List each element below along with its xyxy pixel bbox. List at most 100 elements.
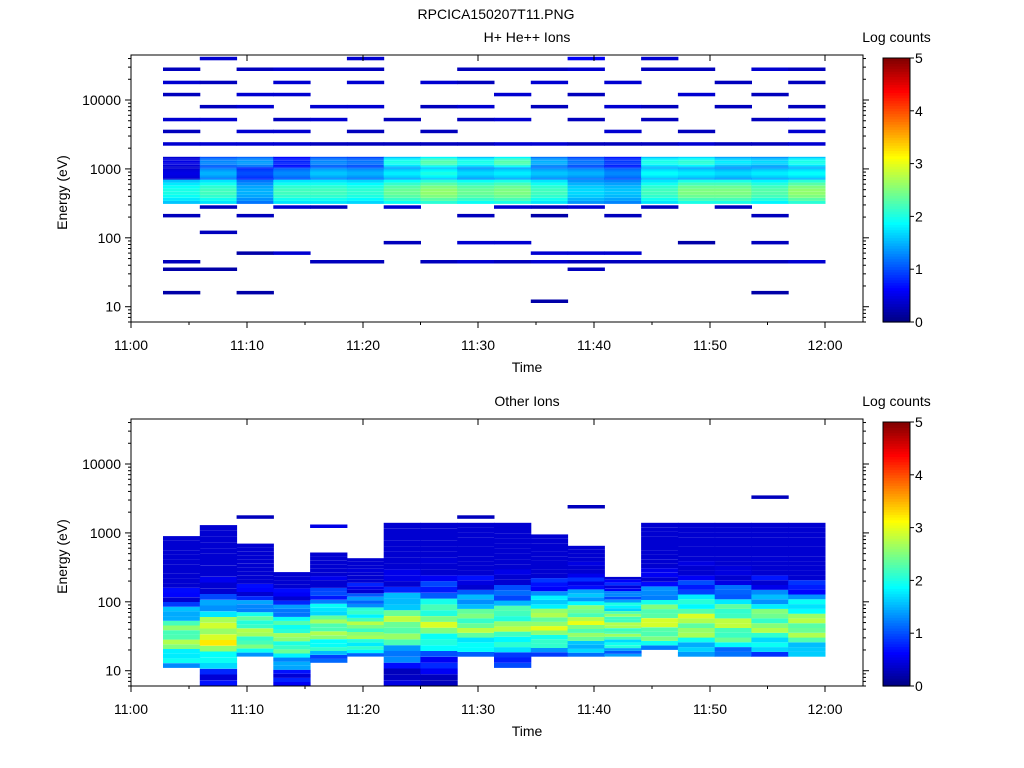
heatmap-cell xyxy=(788,162,826,164)
heatmap-cell xyxy=(199,194,238,198)
heatmap-cell xyxy=(199,680,238,686)
heatmap-cell xyxy=(677,628,716,633)
panel-title: Other Ions xyxy=(494,393,559,409)
heatmap-cell xyxy=(641,568,679,573)
heatmap-cell xyxy=(788,604,826,609)
colorbar-step xyxy=(883,134,910,138)
colorbar-step xyxy=(883,498,910,502)
heatmap-cell xyxy=(199,634,238,640)
heatmap-cell xyxy=(604,104,642,109)
colorbar-step xyxy=(883,662,910,666)
heatmap-cell xyxy=(457,170,495,172)
heatmap-cell xyxy=(530,80,569,85)
colorbar-step xyxy=(883,683,910,687)
heatmap-cell xyxy=(604,166,642,168)
colorbar-label: Log counts xyxy=(862,29,931,45)
heatmap-cell xyxy=(163,649,201,654)
heatmap-cell xyxy=(788,651,826,657)
heatmap-cell xyxy=(567,617,605,622)
colorbar: 0 1 2 3 4 5 Log counts xyxy=(862,29,931,330)
colorbar-step xyxy=(883,429,910,434)
heatmap-cell xyxy=(383,164,421,167)
heatmap-cell xyxy=(494,569,532,575)
heatmap-cell xyxy=(383,142,421,146)
heatmap-cell xyxy=(788,623,826,628)
x-tick-label: 11:30 xyxy=(461,337,495,353)
heatmap-cell xyxy=(457,159,495,161)
heatmap-cell xyxy=(530,643,569,648)
heatmap-cell xyxy=(641,205,679,209)
heatmap-cell xyxy=(310,159,348,161)
heatmap-cell xyxy=(751,185,789,189)
heatmap-cell xyxy=(494,579,532,585)
colorbar-step xyxy=(883,242,910,247)
heatmap-cell xyxy=(310,194,348,198)
heatmap-cell xyxy=(273,92,311,97)
heatmap-cell xyxy=(273,80,311,85)
heatmap-cell xyxy=(494,156,532,159)
colorbar-step xyxy=(883,477,910,481)
colorbar-step xyxy=(883,63,910,67)
heatmap-cell xyxy=(641,191,679,195)
heatmap-cell xyxy=(494,636,532,642)
heatmap-cell xyxy=(641,175,679,177)
heatmap-cell xyxy=(530,582,569,587)
colorbar-step xyxy=(883,556,910,560)
heatmap-cell xyxy=(714,173,752,175)
heatmap-cell xyxy=(457,185,495,189)
heatmap-cell xyxy=(714,537,752,542)
colorbar-step xyxy=(883,248,910,252)
heatmap-cell xyxy=(494,642,532,648)
heatmap-cell xyxy=(273,169,311,171)
heatmap-cell xyxy=(641,200,679,204)
colorbar-step xyxy=(883,530,910,534)
colorbar-step xyxy=(883,567,910,571)
colorbar-step xyxy=(883,197,910,202)
heatmap-cell xyxy=(494,159,532,161)
heatmap-cell xyxy=(420,158,458,160)
heatmap-cell xyxy=(236,179,274,183)
heatmap-cell xyxy=(751,542,789,547)
colorbar-step xyxy=(883,630,910,634)
heatmap-cell xyxy=(530,591,569,596)
heatmap-cell xyxy=(494,585,532,591)
heatmap-cell xyxy=(346,167,385,169)
heatmap-cell xyxy=(273,653,311,658)
heatmap-cell xyxy=(567,176,605,178)
colorbar-step xyxy=(883,190,910,194)
heatmap-cell xyxy=(383,627,421,634)
heatmap-cell xyxy=(494,631,532,637)
x-axis-label: Time xyxy=(512,723,543,739)
colorbar-step xyxy=(883,118,910,122)
heatmap-cell xyxy=(236,163,274,165)
heatmap-cell xyxy=(383,656,421,663)
heatmap-cell xyxy=(273,596,311,601)
heatmap-cell xyxy=(163,175,201,177)
colorbar-step xyxy=(883,635,910,640)
heatmap-cell xyxy=(714,185,752,189)
heatmap-cell xyxy=(641,613,679,619)
heatmap-cell xyxy=(273,588,311,593)
colorbar-step xyxy=(883,311,910,315)
colorbar-step xyxy=(883,437,910,442)
heatmap-cell xyxy=(383,534,421,541)
heatmap-cell xyxy=(383,563,421,570)
heatmap-cell xyxy=(457,142,495,146)
heatmap-cell xyxy=(310,197,348,201)
heatmap-cell xyxy=(346,159,385,161)
heatmap-cell xyxy=(199,622,238,629)
heatmap-cell xyxy=(530,547,569,552)
heatmap-cell xyxy=(310,169,348,171)
heatmap-cell xyxy=(677,613,716,619)
colorbar-step xyxy=(883,208,910,212)
colorbar-step xyxy=(883,211,910,215)
colorbar-step xyxy=(883,633,910,637)
heatmap-cell xyxy=(236,178,274,180)
heatmap-cell xyxy=(788,173,826,175)
heatmap-cell xyxy=(714,176,752,178)
heatmap-cell xyxy=(457,164,495,167)
heatmap-cell xyxy=(273,200,311,204)
colorbar-step xyxy=(883,250,910,254)
colorbar-step xyxy=(883,464,910,468)
colorbar-step xyxy=(883,664,910,669)
